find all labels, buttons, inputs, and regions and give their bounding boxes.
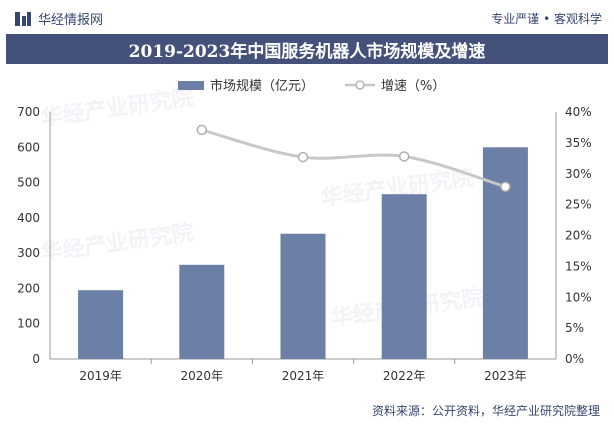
y-left-tick-label: 400 (17, 211, 40, 225)
y-left-tick-label: 0 (32, 352, 40, 366)
y-right-tick-label: 15% (565, 259, 592, 273)
brand[interactable]: 华经情报网 (14, 9, 103, 28)
y-left-tick-label: 200 (17, 281, 40, 295)
x-tick-label: 2020年 (181, 369, 224, 383)
y-left-tick-label: 100 (17, 317, 40, 331)
chart-area: 市场规模（亿元） 增速（%） 0 100 200 300 400 500 600 700 0% 5% 1… (17, 78, 592, 383)
growth-line (201, 128, 506, 189)
brand-logo-icon (15, 11, 31, 26)
y-right-tick-label: 0% (565, 352, 584, 366)
y-right-tick-label: 30% (565, 167, 592, 181)
y-right-tick-label: 5% (565, 321, 584, 335)
legend-bar-swatch (178, 81, 204, 90)
growth-point (297, 151, 309, 163)
y-right-tick-label: 10% (565, 290, 592, 304)
y-right-tick-label: 20% (565, 229, 592, 243)
legend-line-label: 增速（%） (381, 79, 445, 94)
top-bar: 华经情报网 专业严谨 • 客观科学 (0, 0, 614, 34)
legend-bar-label: 市场规模（亿元） (210, 78, 314, 94)
x-tick-label: 2022年 (383, 369, 426, 383)
bar (78, 290, 124, 359)
y-left-tick-label: 700 (17, 105, 40, 119)
y-left-tick-label: 600 (17, 140, 40, 154)
x-tick-label: 2023年 (484, 369, 527, 383)
x-tick-label: 2021年 (282, 369, 325, 383)
legend-line-marker (355, 80, 365, 90)
chart-title: 2019-2023年中国服务机器人市场规模及增速 (6, 34, 608, 64)
bar (482, 147, 528, 359)
y-right-tick-label: 35% (565, 136, 592, 150)
y-left-tick-label: 500 (17, 176, 40, 190)
brand-name: 华经情报网 (38, 13, 104, 28)
slogan: 专业严谨 • 客观科学 (491, 12, 602, 26)
y-right-tick-label: 25% (565, 198, 592, 212)
y-left-tick-label: 300 (17, 246, 40, 260)
growth-point (500, 181, 511, 192)
source-note: 资料来源：公开资料，华经产业研究院整理 (371, 404, 600, 418)
growth-point (398, 151, 410, 162)
x-tick-label: 2019年 (79, 369, 122, 383)
growth-point (196, 124, 208, 136)
bar (179, 264, 225, 359)
y-right-tick-label: 40% (565, 105, 592, 119)
bar (280, 233, 326, 359)
bar (381, 194, 427, 359)
